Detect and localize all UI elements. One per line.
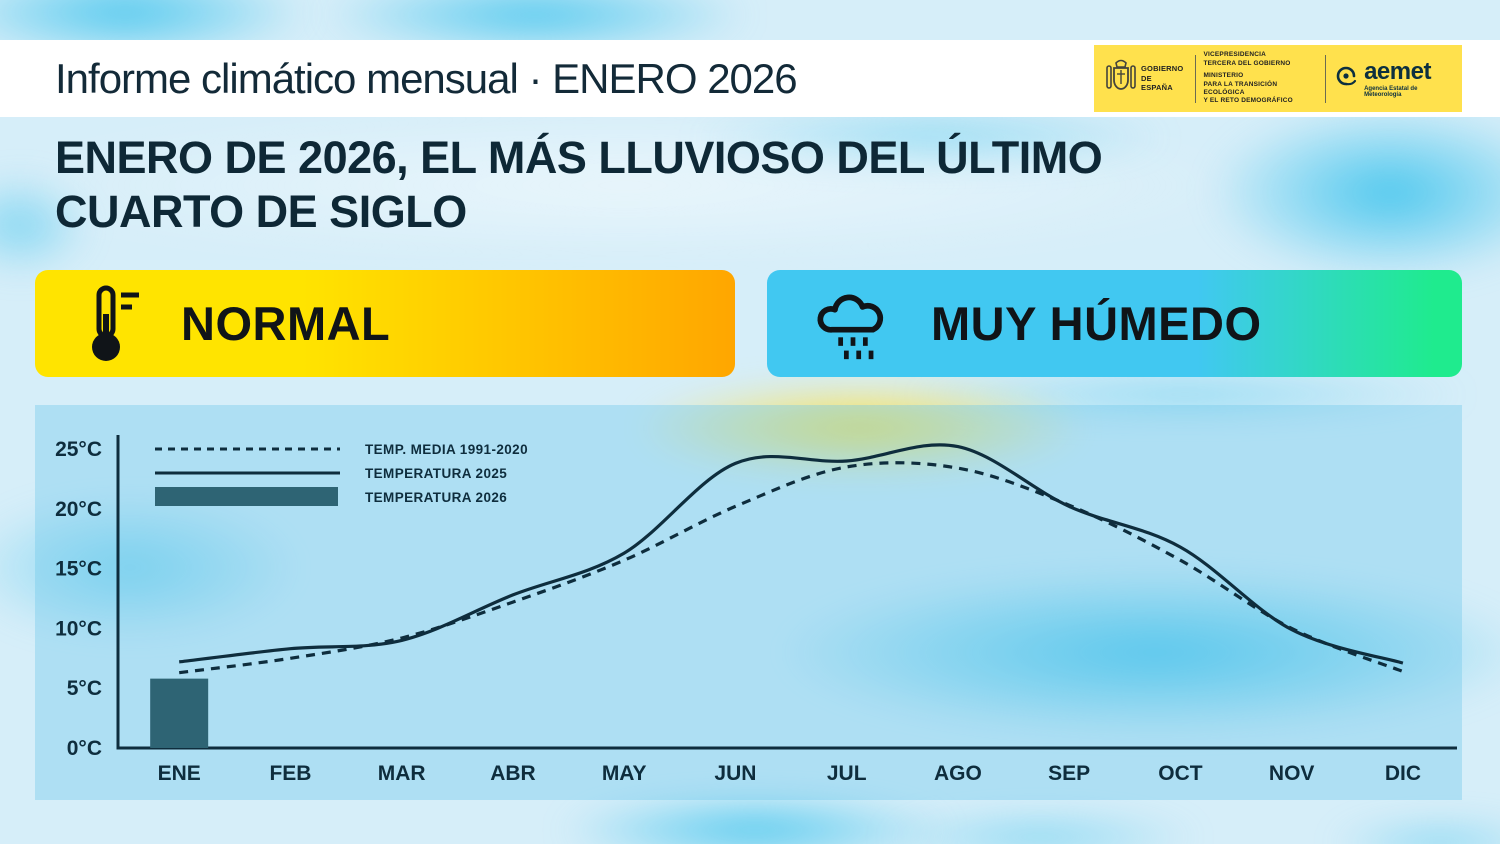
watercolor-blob <box>560 795 950 844</box>
y-axis-label: 25°C <box>55 438 102 461</box>
legend-label: TEMPERATURA 2025 <box>365 466 507 481</box>
logo-divider <box>1325 54 1327 103</box>
aemet-text: aemet Agencia Estatal de Meteorología <box>1364 57 1454 98</box>
temperature-chart: 0°C 5°C 10°C 15°C 20°C 25°C ENE FEB MAR ABR MAY JUN… <box>35 405 1462 800</box>
ministerio-text: VICEPRESIDENCIA TERCERA DEL GOBIERNO MIN… <box>1203 51 1318 106</box>
headline-pre: ENERO DE 2026, EL <box>55 132 488 183</box>
legend-label: TEMPERATURA 2026 <box>365 490 507 505</box>
aemet-swirl-icon <box>1333 63 1359 94</box>
logo-box: GOBIERNO DE ESPAÑA VICEPRESIDENCIA TERCE… <box>1094 45 1462 112</box>
gobierno-line1: GOBIERNO <box>1141 64 1184 74</box>
temperature-badge: NORMAL <box>35 270 735 377</box>
aemet-name: aemet <box>1364 57 1431 85</box>
gobierno-logo: GOBIERNO DE ESPAÑA <box>1102 58 1188 99</box>
vicepresidencia-text: VICEPRESIDENCIA TERCERA DEL GOBIERNO <box>1203 51 1291 67</box>
precipitation-badge: MUY HÚMEDO <box>767 270 1462 377</box>
precipitation-badge-label: MUY HÚMEDO <box>931 297 1262 350</box>
page-title: Informe climático mensual · ENERO 2026 <box>55 54 798 102</box>
x-axis-label: JUL <box>827 762 867 785</box>
temperature-2026-bar <box>150 678 209 748</box>
x-axis-label: FEB <box>269 762 311 785</box>
aemet-logo: aemet Agencia Estatal de Meteorología <box>1333 57 1454 98</box>
gobierno-line2: DE ESPAÑA <box>1141 73 1173 93</box>
chart-axes <box>116 435 1457 750</box>
x-axis-label: MAY <box>602 762 647 785</box>
legend-label: TEMP. MEDIA 1991-2020 <box>365 442 528 457</box>
temperature-chart-svg: 0°C 5°C 10°C 15°C 20°C 25°C ENE FEB MAR ABR MAY JUN… <box>55 435 1457 785</box>
y-axis-label: 5°C <box>67 677 102 700</box>
logo-divider <box>1195 54 1197 103</box>
thermometer-icon <box>83 284 141 364</box>
ministerio-transicion-text: MINISTERIO PARA LA TRANSICIÓN ECOLÓGICA … <box>1203 72 1293 105</box>
watercolor-blob <box>1330 820 1500 844</box>
x-axis-label: ABR <box>490 762 536 785</box>
temperature-2025-line <box>179 443 1404 665</box>
headline-highlight: MÁS LLUVIOSO <box>487 132 825 183</box>
spain-coat-of-arms-icon <box>1106 58 1136 99</box>
x-axis-label: SEP <box>1048 762 1090 785</box>
headline: ENERO DE 2026, EL MÁS LLUVIOSO DEL ÚLTIM… <box>55 131 1275 239</box>
y-axis-label: 10°C <box>55 617 102 640</box>
x-axis-label: AGO <box>934 762 982 785</box>
temp-media-line <box>178 461 1404 675</box>
aemet-subtitle: Agencia Estatal de Meteorología <box>1364 85 1418 98</box>
gobierno-text: GOBIERNO DE ESPAÑA <box>1141 64 1184 92</box>
y-axis-label: 0°C <box>67 737 102 760</box>
x-axis-label: ENE <box>158 762 201 785</box>
legend-bar-sample <box>155 487 338 506</box>
x-axis-label: NOV <box>1269 762 1315 785</box>
rain-cloud-icon <box>815 286 891 362</box>
y-axis-label: 20°C <box>55 498 102 521</box>
x-axis-label: JUN <box>714 762 756 785</box>
y-axis-label: 15°C <box>55 558 102 581</box>
temperature-badge-label: NORMAL <box>181 297 391 350</box>
watercolor-blob <box>880 812 1200 844</box>
x-axis-label: OCT <box>1158 762 1203 785</box>
x-axis-label: DIC <box>1385 762 1421 785</box>
x-axis-label: MAR <box>378 762 426 785</box>
